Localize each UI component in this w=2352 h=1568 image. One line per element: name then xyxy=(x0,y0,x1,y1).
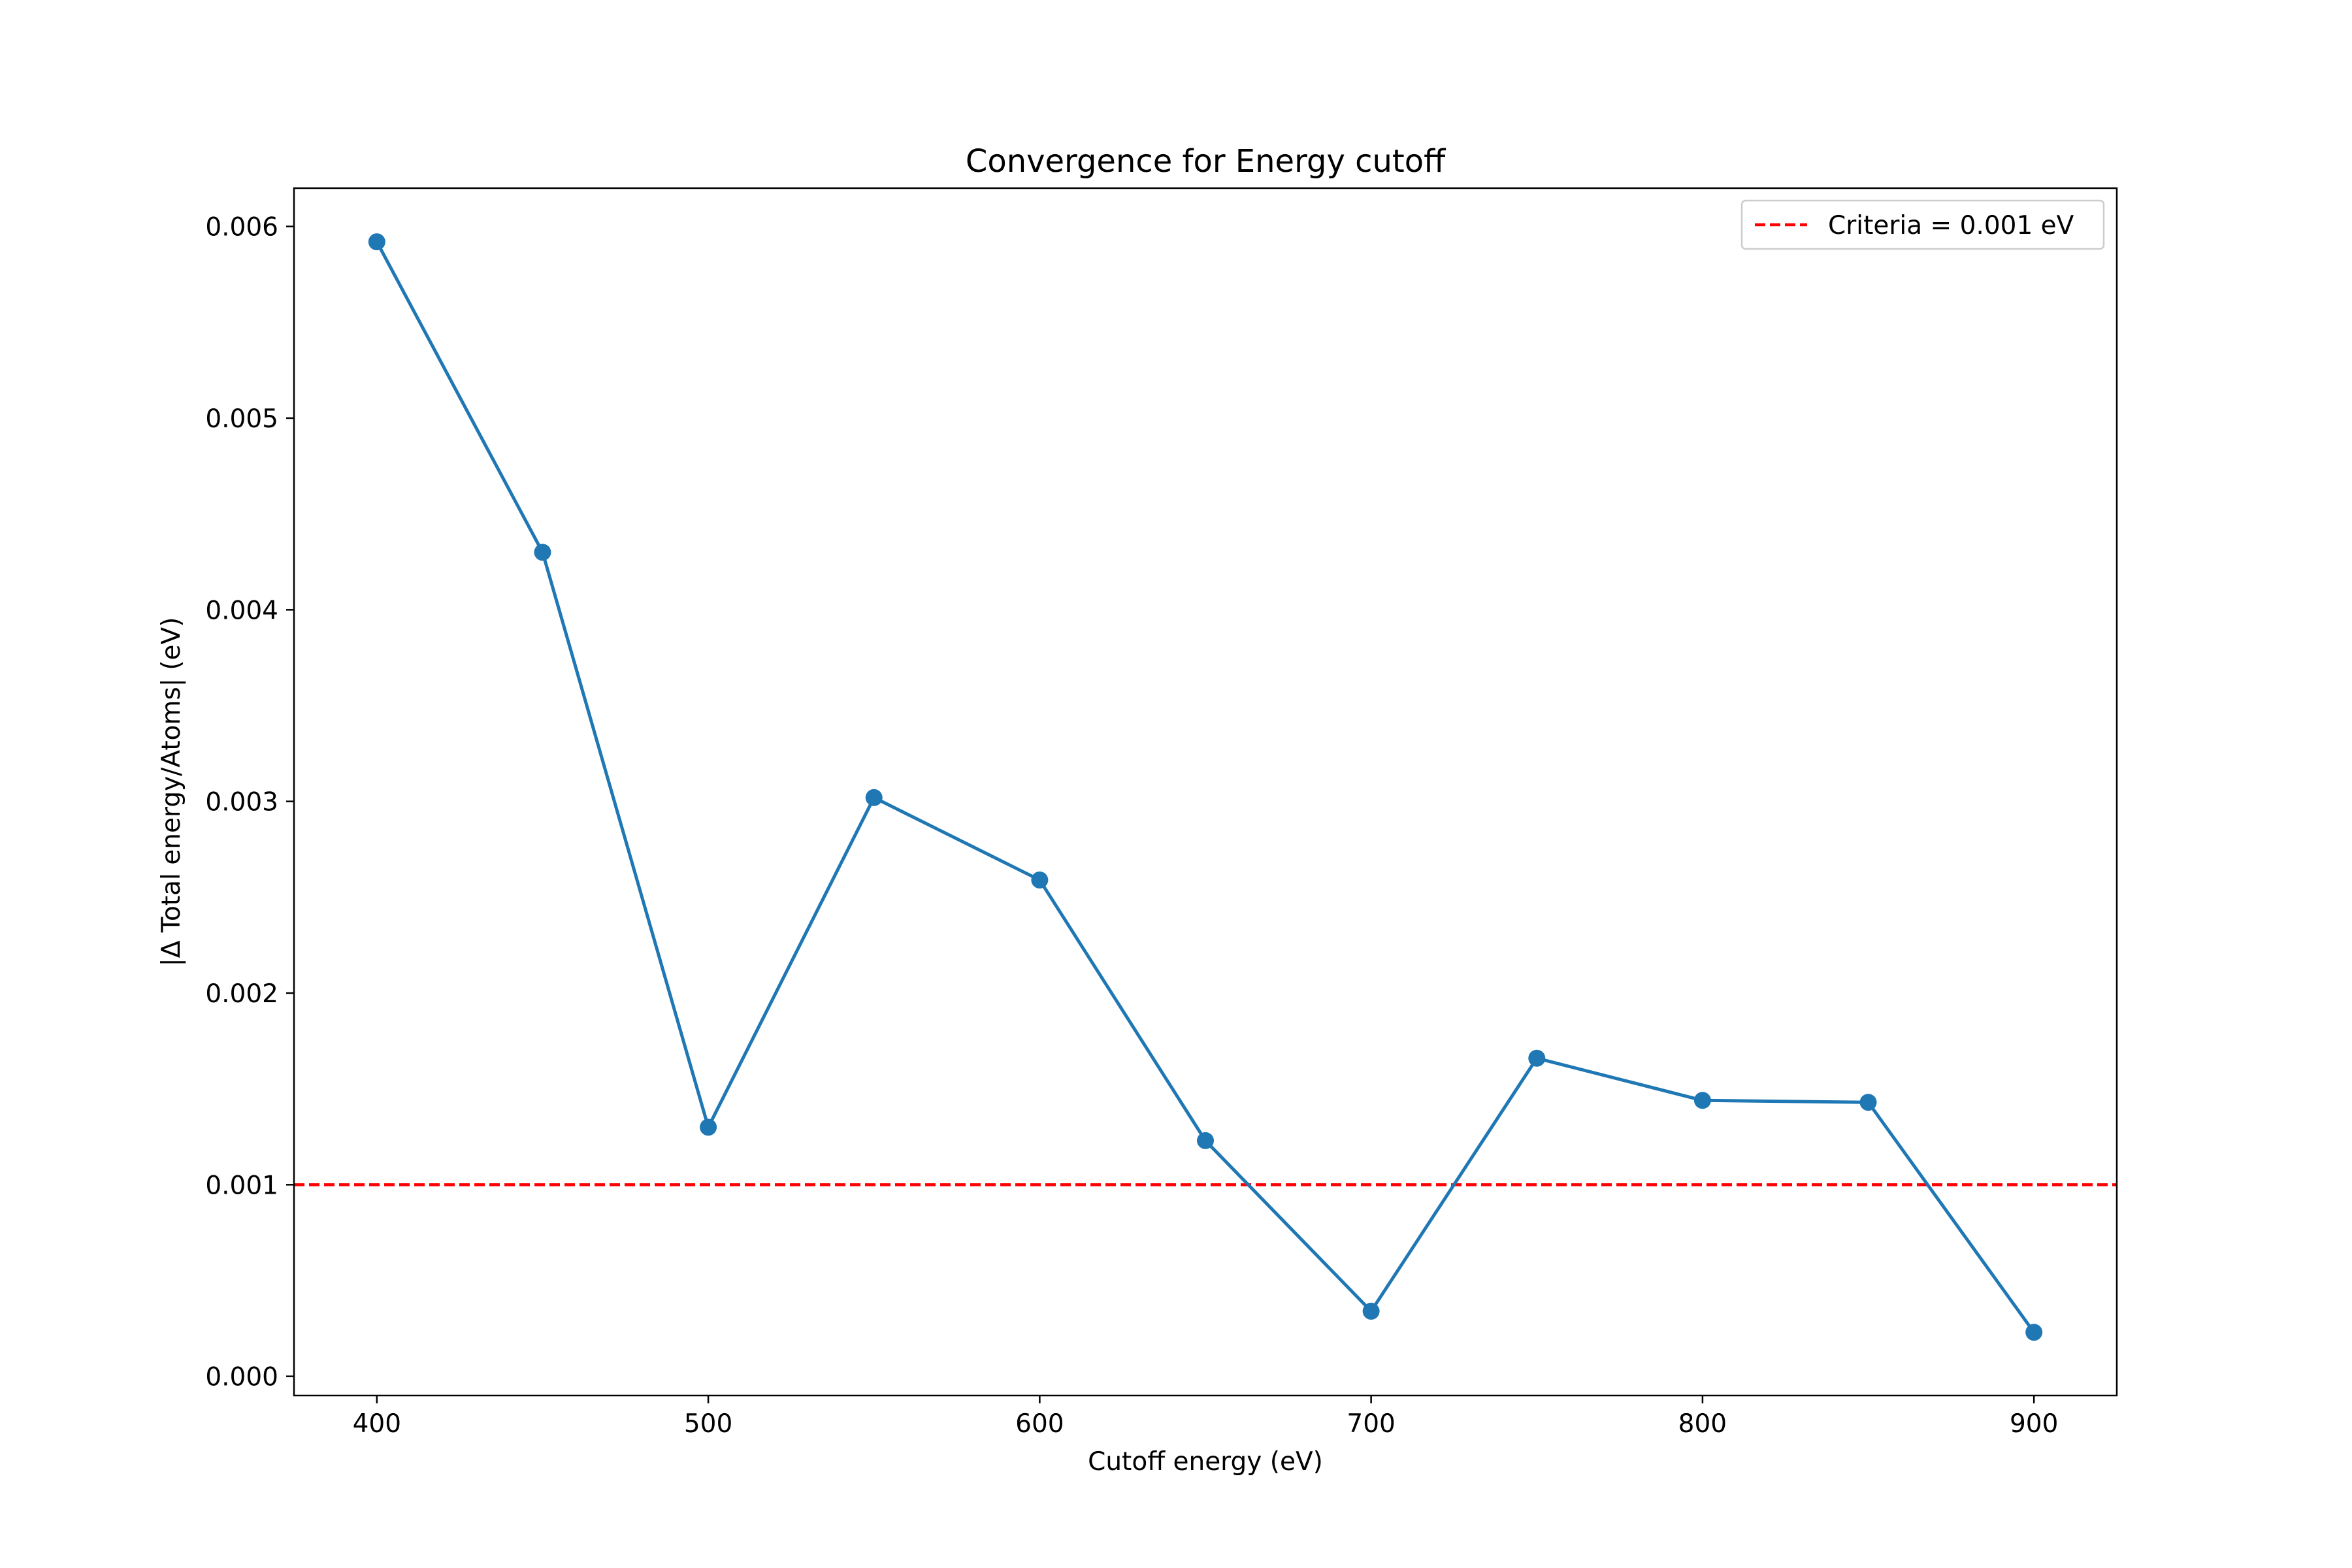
x-tick-label-600: 600 xyxy=(1015,1409,1064,1439)
plot-area-frame xyxy=(293,187,2118,1397)
data-point-700 xyxy=(1362,1302,1380,1320)
data-point-800 xyxy=(1693,1092,1711,1109)
y-tick-label-6: 0.006 xyxy=(205,213,278,242)
x-axis-label: Cutoff energy (eV) xyxy=(1088,1447,1323,1477)
data-point-600 xyxy=(1031,871,1049,889)
data-point-750 xyxy=(1528,1049,1546,1067)
legend-entry-criteria: Criteria = 0.001 eV xyxy=(1828,211,2074,240)
data-point-650 xyxy=(1197,1132,1214,1149)
x-tick-label-800: 800 xyxy=(1678,1409,1727,1439)
y-tick-label-1: 0.001 xyxy=(205,1171,278,1200)
data-point-500 xyxy=(700,1119,717,1136)
series-layer xyxy=(368,233,2043,1341)
legend: Criteria = 0.001 eV xyxy=(1740,199,2105,250)
legend-box xyxy=(1740,199,2105,250)
data-point-850 xyxy=(1859,1094,1877,1111)
y-tick-label-4: 0.004 xyxy=(205,596,278,625)
y-axis-label: |Δ Total energy/Atoms| (eV) xyxy=(157,617,186,967)
data-point-900 xyxy=(2025,1324,2043,1341)
x-tick-label-900: 900 xyxy=(2010,1409,2058,1439)
y-tick-label-3: 0.003 xyxy=(205,788,278,817)
data-point-550 xyxy=(865,789,883,806)
data-point-450 xyxy=(534,544,551,561)
y-tick-label-5: 0.005 xyxy=(205,404,278,434)
y-tick-label-0: 0.000 xyxy=(205,1363,278,1392)
data-point-400 xyxy=(368,233,385,251)
y-tick-label-2: 0.002 xyxy=(205,979,278,1009)
x-tick-label-400: 400 xyxy=(353,1409,401,1439)
x-tick-label-700: 700 xyxy=(1347,1409,1395,1439)
y-axis-ticks: 0.000 0.001 0.002 0.003 0.004 0.005 0.006 xyxy=(205,213,294,1392)
x-axis-ticks: 400 500 600 700 800 900 xyxy=(353,1396,2058,1439)
chart-title: Convergence for Energy cutoff xyxy=(966,143,1446,180)
x-tick-label-500: 500 xyxy=(684,1409,732,1439)
